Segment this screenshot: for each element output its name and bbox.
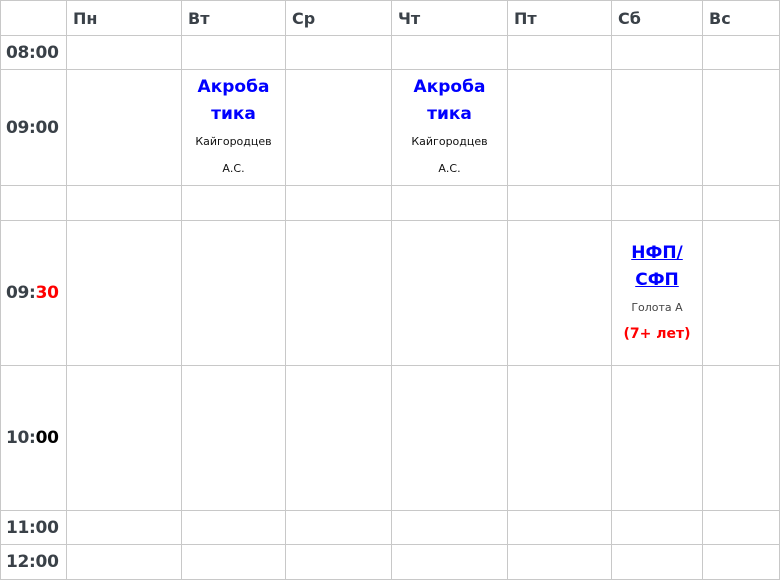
- slot-cell: [391, 220, 508, 366]
- slot-cell: [507, 35, 612, 70]
- time-text: 08:00: [6, 42, 59, 63]
- time-row: 09:00 Акроба тика Кайгородцев А.С. Акроба т…: [0, 69, 780, 186]
- slot-cell: [285, 220, 392, 366]
- day-header-fri: Пт: [507, 0, 612, 36]
- slot-cell: [611, 510, 703, 545]
- class-entry-thu: Акроба тика Кайгородцев А.С.: [391, 69, 508, 186]
- day-header-sat: Сб: [611, 0, 703, 36]
- day-header-mon: Пн: [66, 0, 182, 36]
- time-row: 08:00: [0, 35, 780, 70]
- slot-cell: [66, 220, 182, 366]
- slot-cell: [181, 544, 286, 580]
- header-row: Пн Вт Ср Чт Пт Сб Вс: [0, 0, 780, 36]
- time-row: 09:30 НФП/СФП Голота А (7+ лет): [0, 220, 780, 366]
- slot-cell: [611, 69, 703, 186]
- slot-cell: [285, 185, 392, 221]
- slot-cell: [66, 510, 182, 545]
- day-header-wed: Ср: [285, 0, 392, 36]
- class-teacher: Кайгородцев А.С.: [195, 134, 272, 175]
- slot-cell: [66, 365, 182, 511]
- time-label: 08:00: [0, 35, 67, 70]
- slot-cell: [285, 544, 392, 580]
- class-age: (7+ лет): [623, 325, 691, 342]
- class-title: Акроба тика: [197, 76, 270, 124]
- slot-cell: [611, 35, 703, 70]
- slot-cell: [181, 510, 286, 545]
- slot-cell: [702, 220, 780, 366]
- slot-cell: [611, 544, 703, 580]
- time-text: 09:00: [6, 117, 59, 138]
- slot-cell: [285, 35, 392, 70]
- slot-cell: [391, 35, 508, 70]
- class-entry-sat: НФП/СФП Голота А (7+ лет): [611, 220, 703, 366]
- slot-cell: [611, 365, 703, 511]
- time-label: [0, 185, 67, 221]
- class-title: Акроба тика: [413, 76, 486, 124]
- time-minutes: 30: [35, 283, 59, 303]
- time-label: 11:00: [0, 510, 67, 545]
- time-text: 09:: [6, 283, 36, 303]
- slot-cell: [181, 185, 286, 221]
- time-label: 12:00: [0, 544, 67, 580]
- day-header-thu: Чт: [391, 0, 508, 36]
- slot-cell: [391, 544, 508, 580]
- slot-cell: [507, 69, 612, 186]
- slot-cell: [181, 365, 286, 511]
- class-entry-tue: Акроба тика Кайгородцев А.С.: [181, 69, 286, 186]
- time-label: 10:00: [0, 365, 67, 511]
- slot-cell: [611, 185, 703, 221]
- class-teacher: Голота А: [631, 300, 683, 314]
- slot-cell: [507, 365, 612, 511]
- slot-cell: [66, 544, 182, 580]
- slot-cell: [181, 220, 286, 366]
- time-text: 10:: [6, 428, 36, 448]
- slot-cell: [181, 35, 286, 70]
- slot-cell: [507, 544, 612, 580]
- slot-cell: [285, 365, 392, 511]
- slot-cell: [702, 365, 780, 511]
- slot-cell: [391, 510, 508, 545]
- time-text: 12:00: [6, 552, 59, 572]
- class-teacher: Кайгородцев А.С.: [411, 134, 488, 175]
- slot-cell: [285, 510, 392, 545]
- time-text: 11:00: [6, 517, 59, 538]
- time-row: 10:00: [0, 365, 780, 511]
- slot-cell: [702, 544, 780, 580]
- slot-cell: [702, 510, 780, 545]
- day-header-sun: Вс: [702, 0, 780, 36]
- class-title-link[interactable]: НФП/СФП: [631, 242, 683, 290]
- slot-cell: [66, 35, 182, 70]
- slot-cell: [285, 69, 392, 186]
- slot-cell: [66, 185, 182, 221]
- time-row: 12:00: [0, 544, 780, 580]
- slot-cell: [702, 69, 780, 186]
- day-header-tue: Вт: [181, 0, 286, 36]
- slot-cell: [507, 510, 612, 545]
- slot-cell: [391, 365, 508, 511]
- slot-cell: [702, 185, 780, 221]
- time-label: 09:30: [0, 220, 67, 366]
- slot-cell: [66, 69, 182, 186]
- time-minutes: 00: [35, 428, 59, 448]
- slot-cell: [391, 185, 508, 221]
- slot-cell: [507, 185, 612, 221]
- slot-cell: [702, 35, 780, 70]
- corner-cell: [0, 0, 67, 36]
- time-row: [0, 185, 780, 221]
- slot-cell: [507, 220, 612, 366]
- time-label: 09:00: [0, 69, 67, 186]
- time-row: 11:00: [0, 510, 780, 545]
